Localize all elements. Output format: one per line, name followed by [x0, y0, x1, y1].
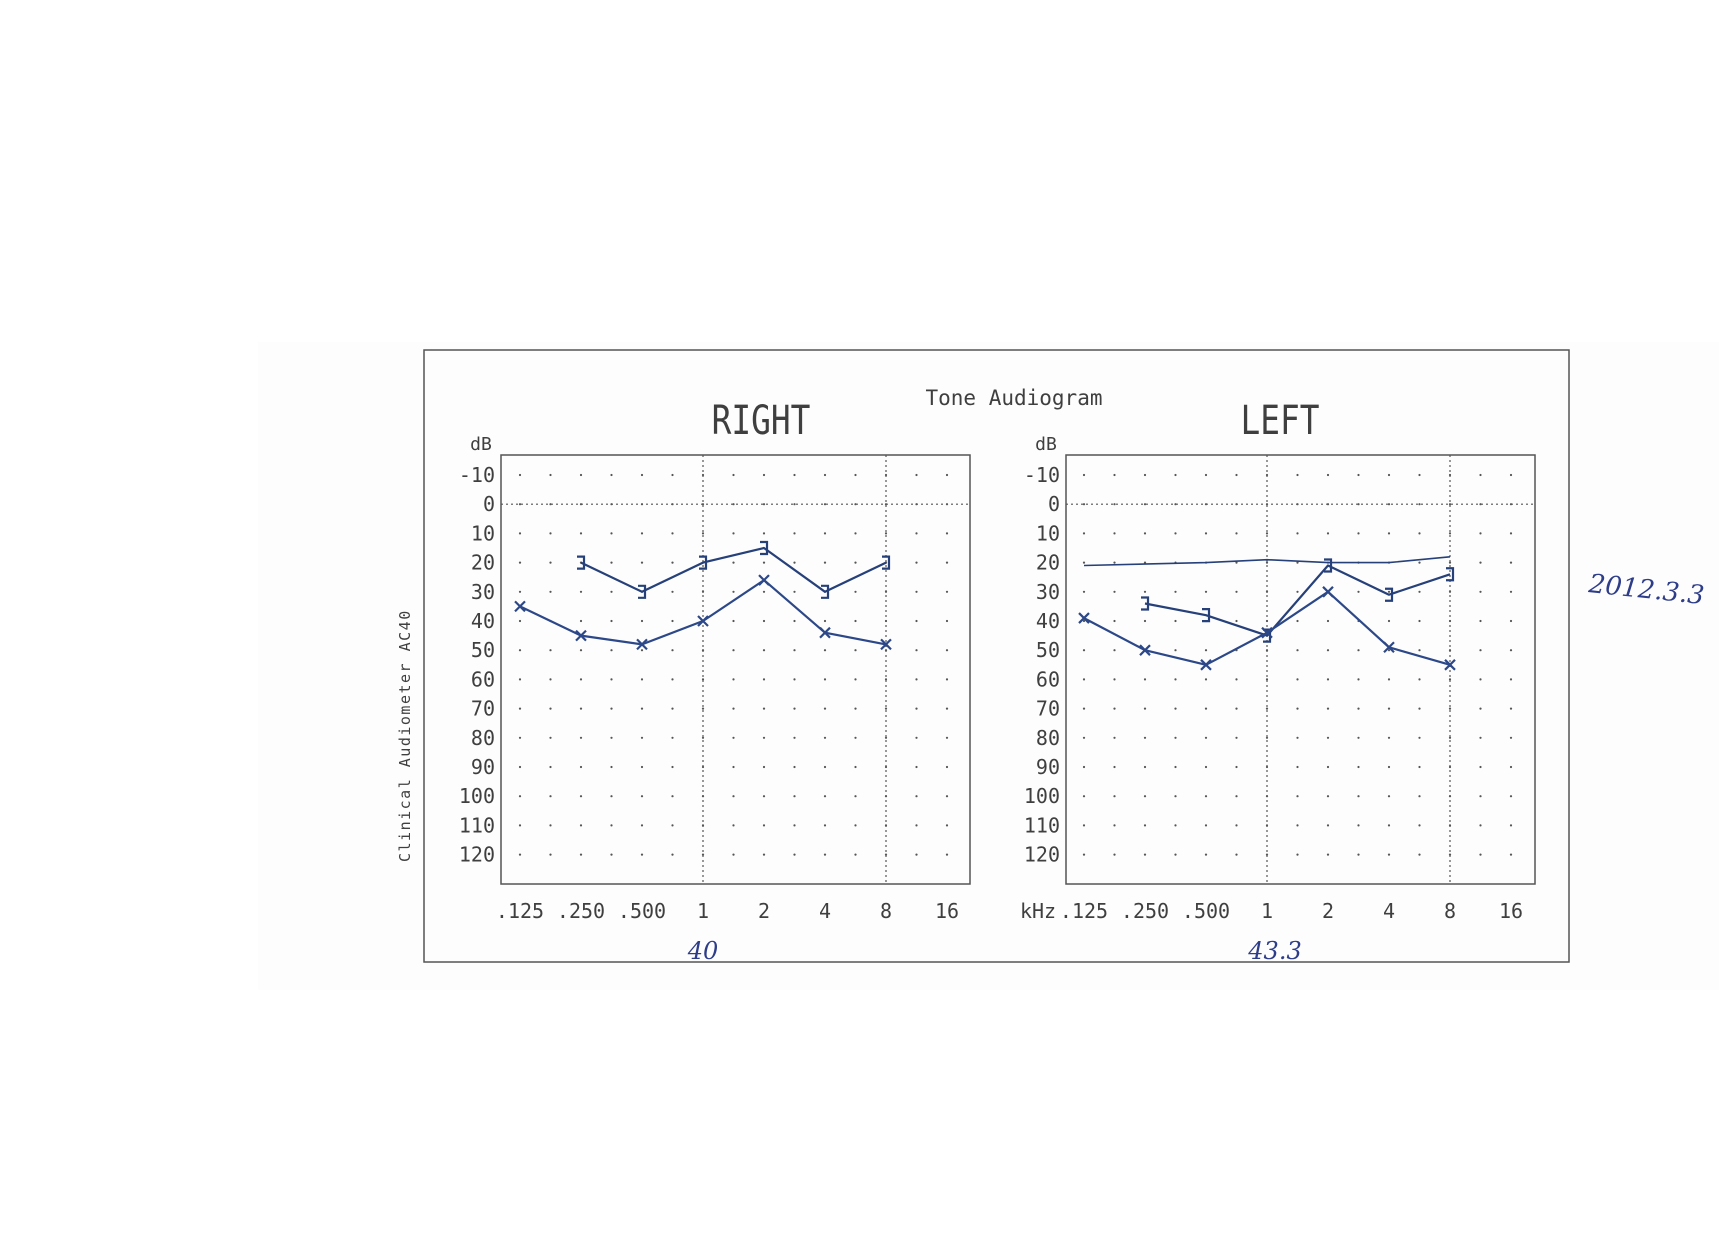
left-panel-title: LEFT: [1241, 397, 1320, 444]
left-ytick-label: 80: [1036, 726, 1060, 750]
right-xtick-label: 1: [697, 899, 709, 923]
left-ytick-label: 10: [1036, 521, 1060, 545]
left-bracket-point: [1141, 596, 1150, 611]
left-ytick-label: 30: [1036, 580, 1060, 604]
left-xtick-label: .125: [1060, 899, 1108, 923]
right-bracket-point: [882, 555, 891, 570]
left-xtick-label: .500: [1182, 899, 1230, 923]
margin-date-note: 2012.3.3: [1586, 569, 1705, 611]
left-ylabel: dB: [1035, 434, 1057, 455]
left-x-point: [1383, 641, 1395, 654]
left-xtick-label: 2: [1322, 899, 1334, 923]
right-xtick-label: .500: [618, 899, 666, 923]
outer-frame: [423, 349, 1570, 963]
right-bracket-point: [577, 555, 586, 570]
right-x-point: [575, 629, 587, 642]
left-xtick-label: 16: [1499, 899, 1523, 923]
right-handwritten-note: 40: [687, 937, 719, 965]
right-ytick-label: 90: [471, 755, 495, 779]
left-series-line: [1083, 556, 1451, 567]
left-series-line: [1144, 564, 1451, 637]
left-xlabel: kHz: [1020, 899, 1056, 923]
device-label: Clinical Audiometer AC40: [396, 609, 414, 862]
right-x-point: [758, 574, 770, 586]
right-series-bracket-marks: [577, 540, 891, 599]
left-bracket-point: [1385, 587, 1394, 602]
left-xtick-label: .250: [1121, 899, 1169, 923]
right-xtick-label: 2: [758, 899, 770, 923]
right-ytick-label: 110: [459, 813, 495, 837]
left-x-point: [1200, 659, 1212, 671]
right-ytick-label: 100: [459, 784, 495, 808]
right-ear-panel: RIGHT dB -10 0 10 20 30 40 50 60 70 80 90 100 110 120 .1…: [459, 397, 971, 965]
left-x-point: [1261, 626, 1273, 639]
right-ytick-label: 20: [471, 551, 495, 575]
right-bracket-point: [638, 584, 647, 599]
left-bracket-point: [1446, 567, 1455, 582]
audiogram-figure: Tone Audiogram Clinical Audiometer AC40 …: [396, 349, 1706, 965]
left-xtick-label: 1: [1261, 899, 1273, 923]
right-ytick-label: 0: [483, 492, 495, 516]
right-ytick-label: 80: [471, 726, 495, 750]
right-ytick-label: 40: [471, 609, 495, 633]
left-x-point: [1078, 612, 1090, 624]
left-ytick-label: 0: [1048, 492, 1060, 516]
left-ytick-label: 60: [1036, 667, 1060, 691]
left-ytick-label: 20: [1036, 551, 1060, 575]
right-ytick-label: 10: [471, 521, 495, 545]
left-xtick-label: 4: [1383, 899, 1395, 923]
left-ytick-label: 110: [1024, 813, 1060, 837]
right-xtick-label: .125: [496, 899, 544, 923]
left-handwritten-note: 43.3: [1247, 937, 1301, 965]
right-ylabel: dB: [470, 434, 492, 455]
left-series-x-marks: [1078, 586, 1456, 671]
left-series-line: [1083, 590, 1451, 666]
left-ytick-label: 40: [1036, 609, 1060, 633]
right-series-line: [580, 546, 887, 593]
left-ytick-label: 120: [1024, 843, 1060, 867]
right-panel-title: RIGHT: [712, 397, 811, 444]
left-xtick-label: 8: [1444, 899, 1456, 923]
right-ytick-label: -10: [459, 463, 495, 487]
right-series-x-marks: [514, 574, 892, 651]
left-ytick-label: 90: [1036, 755, 1060, 779]
right-x-point: [636, 638, 648, 651]
figure-title: Tone Audiogram: [925, 386, 1102, 410]
right-bracket-point: [821, 584, 830, 599]
left-ytick-label: 50: [1036, 638, 1060, 662]
left-ytick-label: -10: [1024, 463, 1060, 487]
right-x-point: [880, 638, 892, 651]
right-ytick-label: 50: [471, 638, 495, 662]
left-series-bracket-marks: [1141, 558, 1455, 643]
right-grid: [518, 473, 949, 856]
right-bracket-point: [699, 555, 708, 570]
right-x-point: [819, 626, 831, 639]
right-ytick-label: 30: [471, 580, 495, 604]
right-x-point: [514, 600, 526, 613]
left-ytick-label: 70: [1036, 697, 1060, 721]
left-x-point: [1322, 586, 1334, 598]
left-ear-panel: LEFT dB -10 0 10 20 30 40 50 60 70 80 90 100 110 120 .12…: [1020, 397, 1536, 965]
right-xtick-label: 4: [819, 899, 831, 923]
left-x-point: [1444, 659, 1456, 671]
audiogram-sheet: Tone Audiogram Clinical Audiometer AC40 …: [258, 342, 1719, 990]
left-bracket-point: [1202, 608, 1211, 623]
right-ytick-label: 120: [459, 843, 495, 867]
left-bracket-point: [1324, 558, 1333, 573]
right-xtick-label: 8: [880, 899, 892, 923]
right-x-point: [697, 615, 709, 627]
right-ytick-label: 70: [471, 697, 495, 721]
right-ytick-label: 60: [471, 667, 495, 691]
left-x-point: [1139, 644, 1151, 656]
right-xtick-label: 16: [935, 899, 959, 923]
right-xtick-label: .250: [557, 899, 605, 923]
left-plot-frame: [1065, 454, 1536, 885]
right-bracket-point: [760, 540, 769, 556]
right-plot-frame: [500, 454, 971, 885]
left-series-trace: [1083, 556, 1451, 567]
left-ytick-label: 100: [1024, 784, 1060, 808]
